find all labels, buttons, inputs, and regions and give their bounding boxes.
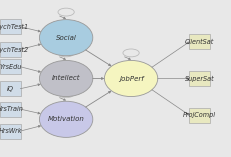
FancyBboxPatch shape [188,108,209,123]
Text: SuperSat: SuperSat [184,76,213,81]
FancyBboxPatch shape [188,34,209,49]
Text: ProjCompl: ProjCompl [182,112,215,118]
Text: YrsEdu: YrsEdu [0,64,21,70]
FancyBboxPatch shape [0,42,21,57]
Text: IQ: IQ [7,86,14,92]
Ellipse shape [39,20,92,56]
FancyBboxPatch shape [0,59,21,74]
Text: PsychTest1: PsychTest1 [0,24,28,30]
Text: HrsTrain: HrsTrain [0,106,24,112]
FancyBboxPatch shape [0,81,21,96]
Text: PsychTest2: PsychTest2 [0,46,28,52]
Text: ClientSat: ClientSat [184,39,213,45]
Ellipse shape [39,101,92,137]
Text: Intellect: Intellect [52,76,80,81]
Text: JobPerf: JobPerf [118,76,143,81]
FancyBboxPatch shape [0,124,21,139]
Ellipse shape [104,60,157,97]
FancyBboxPatch shape [0,19,21,34]
Text: Motivation: Motivation [48,116,84,122]
FancyBboxPatch shape [188,71,209,86]
Text: HrsWrk: HrsWrk [0,128,22,134]
Ellipse shape [39,60,92,97]
Text: Social: Social [55,35,76,41]
FancyBboxPatch shape [0,102,21,117]
